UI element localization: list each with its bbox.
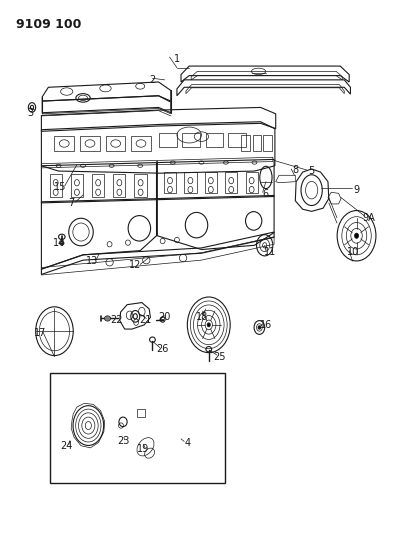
- Bar: [164, 172, 176, 193]
- Text: 12: 12: [129, 261, 141, 270]
- Bar: [134, 174, 147, 197]
- Text: 4: 4: [184, 438, 190, 448]
- Text: 6: 6: [263, 189, 269, 199]
- Text: 5: 5: [309, 166, 315, 176]
- Ellipse shape: [104, 316, 111, 321]
- Text: 9109 100: 9109 100: [16, 18, 81, 31]
- Text: 24: 24: [60, 441, 73, 451]
- Text: 8: 8: [292, 165, 298, 175]
- Text: 19: 19: [137, 445, 150, 455]
- Ellipse shape: [207, 323, 210, 327]
- Text: 9: 9: [353, 184, 360, 195]
- Bar: [55, 136, 74, 151]
- Bar: [245, 172, 258, 193]
- Text: 9A: 9A: [363, 213, 375, 223]
- Text: 1: 1: [174, 54, 180, 63]
- Text: 2: 2: [149, 75, 155, 85]
- Text: 22: 22: [110, 314, 123, 325]
- Bar: [80, 136, 100, 151]
- Text: 10: 10: [347, 247, 359, 257]
- Bar: [182, 133, 200, 147]
- Bar: [263, 135, 272, 151]
- Bar: [106, 136, 125, 151]
- Bar: [50, 373, 225, 483]
- Text: 26: 26: [157, 344, 169, 354]
- Text: 25: 25: [214, 352, 226, 361]
- Text: 13: 13: [86, 256, 98, 266]
- Bar: [131, 136, 151, 151]
- Text: 7: 7: [69, 198, 75, 208]
- Text: 18: 18: [196, 312, 208, 322]
- Bar: [113, 174, 125, 197]
- Bar: [205, 172, 217, 193]
- Bar: [92, 174, 104, 197]
- Text: 23: 23: [117, 437, 129, 447]
- Bar: [206, 133, 224, 147]
- Text: 20: 20: [159, 312, 171, 322]
- Text: 15: 15: [54, 182, 67, 192]
- Text: 17: 17: [34, 328, 46, 338]
- Bar: [71, 174, 83, 197]
- Bar: [184, 172, 196, 193]
- Bar: [159, 133, 176, 147]
- Text: 14: 14: [53, 238, 65, 248]
- Ellipse shape: [60, 241, 64, 245]
- Bar: [137, 409, 145, 417]
- Ellipse shape: [258, 326, 261, 329]
- Bar: [228, 133, 246, 147]
- Bar: [50, 174, 62, 197]
- Bar: [225, 172, 237, 193]
- Text: 21: 21: [139, 314, 151, 325]
- Text: 11: 11: [264, 247, 276, 257]
- Bar: [241, 135, 249, 151]
- Text: 16: 16: [260, 320, 272, 330]
- Bar: [253, 135, 261, 151]
- Text: 3: 3: [28, 108, 34, 118]
- Ellipse shape: [355, 233, 358, 238]
